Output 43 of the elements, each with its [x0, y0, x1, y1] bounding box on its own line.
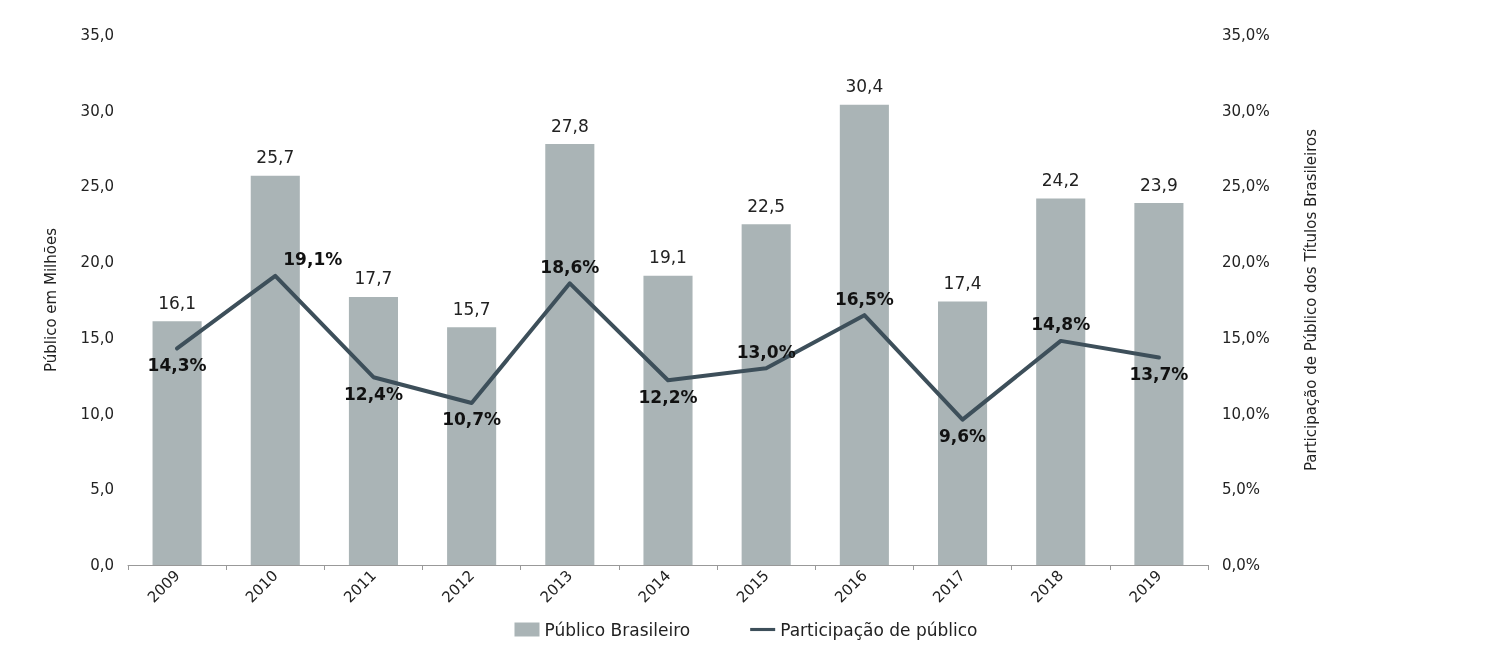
- legend-label: Participação de público: [780, 619, 978, 640]
- y2-tick-label: 20,0%: [1222, 253, 1270, 272]
- data-label: 13,7%: [1129, 364, 1189, 385]
- legend-label: Público Brasileiro: [544, 619, 691, 640]
- data-label: 24,2: [1041, 170, 1080, 191]
- y2-tick-label: 5,0%: [1222, 480, 1261, 499]
- data-label: 10,7%: [442, 409, 502, 430]
- y2-tick-label: 0,0%: [1222, 556, 1261, 574]
- y2-tick-label: 25,0%: [1222, 177, 1270, 196]
- data-label: 9,6%: [938, 426, 987, 447]
- y-tick-label: 10,0: [80, 404, 114, 423]
- data-label: 14,3%: [147, 354, 207, 375]
- data-label: 17,4: [943, 273, 982, 294]
- data-label: 27,8: [550, 115, 589, 136]
- y2-tick-label: 10,0%: [1222, 404, 1270, 423]
- y-tick-label: 20,0: [80, 253, 114, 272]
- data-label: 17,7: [354, 268, 393, 289]
- data-label: 16,1: [158, 292, 197, 313]
- y2-tick-label: 35,0%: [1222, 26, 1270, 44]
- y2-tick-label: 15,0%: [1222, 328, 1270, 347]
- data-label: 13,0%: [736, 341, 796, 362]
- data-label: 16,5%: [834, 288, 894, 309]
- y-tick-label: 25,0: [80, 177, 114, 196]
- y-tick-label: 35,0: [80, 26, 114, 44]
- data-label: 12,2%: [638, 386, 698, 407]
- data-label: 19,1: [649, 247, 687, 268]
- y-tick-label: 15,0: [80, 328, 114, 347]
- y-tick-label: 5,0: [90, 480, 114, 499]
- data-label: 12,4%: [343, 383, 403, 404]
- data-label: 30,4: [845, 76, 884, 97]
- data-label: 22,5: [747, 195, 786, 216]
- data-label: 19,1%: [283, 249, 343, 270]
- data-label: 25,7: [256, 147, 295, 168]
- y-axis-title: Público em Milhões: [41, 227, 60, 372]
- y2-axis-title: Participação de Público dos Títulos Brasileiros: [1301, 128, 1320, 472]
- data-label: 14,8%: [1031, 314, 1091, 335]
- y-tick-label: 0,0: [90, 556, 114, 574]
- y2-tick-label: 30,0%: [1222, 101, 1270, 120]
- y-tick-label: 30,0: [80, 101, 114, 120]
- bar: [938, 301, 988, 565]
- data-label: 18,6%: [540, 256, 600, 277]
- data-label: 15,7: [452, 298, 491, 319]
- data-label: 23,9: [1139, 174, 1178, 195]
